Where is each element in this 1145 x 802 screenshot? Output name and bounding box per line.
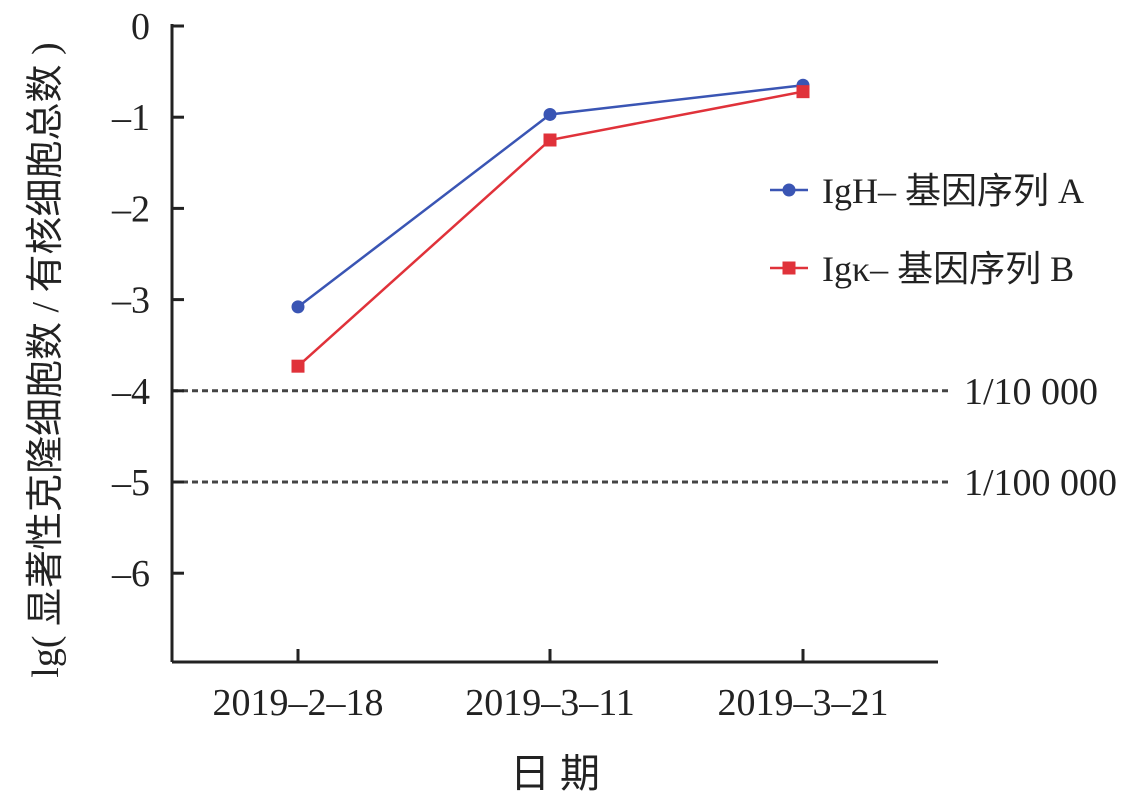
y-tick-label: –5 bbox=[111, 462, 150, 504]
y-tick-label: –1 bbox=[111, 97, 150, 139]
data-point-circle bbox=[291, 300, 305, 314]
legend-label: Igκ– 基因序列 B bbox=[822, 249, 1074, 289]
y-tick-label: –2 bbox=[111, 188, 150, 230]
x-axis-label: 日 期 bbox=[510, 751, 600, 796]
y-tick-label: 0 bbox=[131, 6, 150, 48]
y-ticks: 0 –1 –2 –3 –4 –5 –6 bbox=[111, 6, 184, 595]
axes bbox=[170, 24, 938, 664]
legend-marker-circle bbox=[782, 183, 796, 197]
data-point-square bbox=[796, 85, 810, 99]
data-point-circle bbox=[543, 107, 557, 121]
y-axis-label: lg( 显著性克隆细胞数 / 有核细胞总数 ) bbox=[25, 42, 67, 677]
x-tick-label: 2019–3–11 bbox=[465, 682, 635, 724]
y-tick-label: –4 bbox=[111, 371, 150, 413]
y-tick-label: –6 bbox=[111, 553, 150, 595]
legend: IgH– 基因序列 A Igκ– 基因序列 B bbox=[770, 171, 1084, 289]
series bbox=[291, 78, 810, 373]
legend-marker-square bbox=[782, 261, 796, 275]
y-tick-label: –3 bbox=[111, 280, 150, 322]
x-tick-label: 2019–3–21 bbox=[718, 682, 889, 724]
data-point-square bbox=[291, 359, 305, 373]
x-ticks: 2019–2–18 2019–3–11 2019–3–21 bbox=[213, 649, 889, 724]
reference-lines: 1/10 000 1/100 000 bbox=[172, 371, 1117, 504]
x-tick-label: 2019–2–18 bbox=[213, 682, 384, 724]
reference-line-label: 1/100 000 bbox=[964, 462, 1117, 504]
reference-line-label: 1/10 000 bbox=[964, 371, 1098, 413]
legend-label: IgH– 基因序列 A bbox=[822, 171, 1084, 211]
series-line bbox=[297, 90, 804, 368]
data-point-square bbox=[543, 133, 557, 147]
